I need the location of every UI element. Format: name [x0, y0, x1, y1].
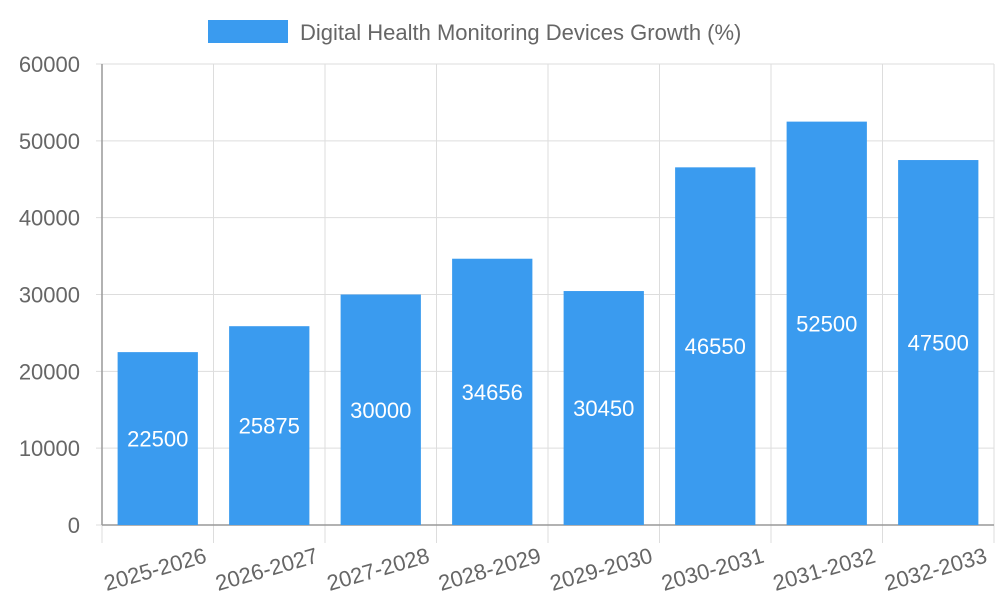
bar-data-label: 25875	[239, 414, 300, 439]
bar[interactable]	[229, 326, 310, 525]
y-tick-label: 30000	[19, 283, 80, 308]
x-tick-labels: 2025-2026 2026-2027 2027-2028 2028-2029 2029…	[101, 543, 990, 596]
bar-data-label: 34656	[462, 380, 523, 405]
grid-lines	[96, 63, 995, 543]
y-tick-label: 20000	[19, 359, 80, 384]
legend-swatch	[208, 20, 288, 43]
data-labels: 22500 25875 30000 34656 30450 46550 52500 47500	[127, 311, 969, 451]
bar[interactable]	[340, 294, 421, 526]
bar-data-label: 30450	[573, 396, 634, 421]
bar-data-label: 47500	[908, 331, 969, 356]
y-tick-labels: 0 10000 20000 30000 40000 50000 60000	[19, 52, 80, 538]
x-tick-label: 2029-2030	[547, 543, 655, 596]
bar[interactable]	[117, 352, 198, 525]
legend-label: Digital Health Monitoring Devices Growth…	[300, 20, 741, 45]
bar-data-label: 30000	[350, 398, 411, 423]
bar[interactable]	[786, 121, 867, 525]
y-tick-label: 60000	[19, 52, 80, 77]
y-tick-label: 40000	[19, 206, 80, 231]
bar[interactable]	[675, 167, 756, 526]
legend[interactable]: Digital Health Monitoring Devices Growth…	[208, 20, 741, 45]
y-tick-label: 10000	[19, 436, 80, 461]
x-tick-label: 2028-2029	[436, 543, 544, 596]
bar-data-label: 52500	[796, 311, 857, 336]
bar-data-label: 46550	[685, 334, 746, 359]
bar[interactable]	[563, 291, 644, 525]
y-tick-label: 50000	[19, 129, 80, 154]
bars	[117, 121, 979, 526]
x-tick-label: 2026-2027	[213, 543, 321, 596]
x-tick-label: 2025-2026	[101, 543, 209, 596]
x-tick-label: 2030-2031	[659, 543, 767, 596]
x-tick-label: 2031-2032	[770, 543, 878, 596]
bar-data-label: 22500	[127, 427, 188, 452]
x-tick-label: 2032-2033	[882, 543, 990, 596]
y-tick-label: 0	[68, 513, 80, 538]
x-tick-label: 2027-2028	[324, 543, 432, 596]
bar[interactable]	[898, 160, 979, 525]
bar[interactable]	[452, 258, 533, 525]
